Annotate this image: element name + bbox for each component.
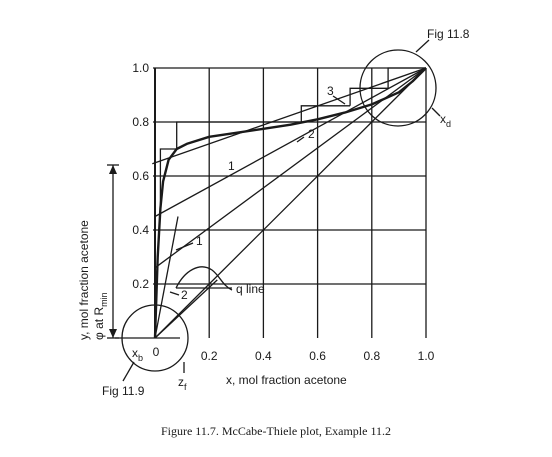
y-tick-label-1: 0.4: [132, 223, 149, 237]
low-2-pointer: [169, 291, 180, 296]
series-line-5: [154, 216, 179, 339]
x-tick-label-1: 0.4: [255, 349, 272, 363]
stage-step-1: [349, 87, 389, 106]
y-tick-label-4: 1.0: [132, 61, 149, 75]
fig-11-8-pointer: [415, 39, 430, 53]
series-line-4: [154, 67, 427, 269]
stage-2-label: 2: [308, 127, 315, 141]
stage-step-0: [387, 67, 426, 89]
x-tick-label-4: 1.0: [418, 349, 435, 363]
stage-3-pointer: [332, 95, 346, 105]
tick-labels: 0.2 0.4 0.6 0.8 1.0 0.2 0.4 0.6 0.8 1.0 0: [132, 61, 434, 363]
y-tick-label-0: 0.2: [132, 277, 149, 291]
zf-main: z: [178, 375, 184, 389]
phi-arrow-bottom-head: [109, 329, 117, 338]
stage-step-4: [159, 148, 177, 209]
phi-main: φ at R: [92, 307, 106, 340]
phi-arrow-top-head: [109, 165, 117, 174]
y-axis-label-group: y, mol fraction acetone φ at Rmin: [77, 220, 109, 340]
fig-11-9-label: Fig 11.9: [102, 384, 145, 398]
series-line-3: [154, 67, 427, 218]
xd-pointer: [431, 107, 441, 117]
x-tick-label-2: 0.6: [309, 349, 326, 363]
xd-label: xd: [440, 112, 451, 129]
fig-11-9-pointer: [122, 361, 135, 382]
zf-label: zf: [178, 375, 187, 392]
x-tick-label-0: 0.2: [201, 349, 218, 363]
phi-sub: min: [99, 292, 109, 307]
xd-main: x: [440, 112, 446, 126]
stage-1-label: 1: [228, 159, 235, 173]
stage-2-pointer: [296, 136, 305, 143]
series: [152, 67, 427, 339]
fig-11-9-circle: [121, 304, 189, 372]
series-line-2: [152, 67, 427, 165]
fig-11-8-circle: [359, 49, 437, 127]
xb-sub: b: [138, 353, 143, 363]
stage-step-3: [176, 121, 302, 149]
stage-3-label: 3: [327, 84, 334, 98]
origin-label: 0: [153, 345, 160, 359]
y-tick-label-2: 0.6: [132, 169, 149, 183]
q-line-label: q line: [236, 282, 265, 296]
figure-caption: Figure 11.7. McCabe-Thiele plot, Example…: [160, 424, 392, 438]
y-axis-label: y, mol fraction acetone: [77, 220, 91, 340]
x-tick-label-3: 0.8: [363, 349, 380, 363]
stage-step-2: [300, 105, 351, 122]
series-line-0: [153, 67, 427, 339]
xb-main: x: [132, 346, 138, 360]
zf-sub: f: [184, 382, 187, 392]
x-axis-label: x, mol fraction acetone: [226, 373, 347, 387]
q-line-curve: [175, 266, 233, 291]
xb-label: xb: [132, 346, 143, 363]
low-1-label: 1: [196, 234, 203, 248]
low-2-label: 2: [181, 288, 188, 302]
y-axis-label-phi: φ at Rmin: [92, 292, 109, 340]
low-1-pointer: [175, 242, 194, 251]
fig-11-8-label: Fig 11.8: [427, 27, 470, 41]
xd-sub: d: [446, 119, 451, 129]
series-line-6: [154, 279, 218, 339]
axes: [115, 68, 180, 339]
stage-steps: [159, 67, 426, 209]
series-line-1: [154, 67, 427, 339]
y-tick-label-3: 0.8: [132, 115, 149, 129]
